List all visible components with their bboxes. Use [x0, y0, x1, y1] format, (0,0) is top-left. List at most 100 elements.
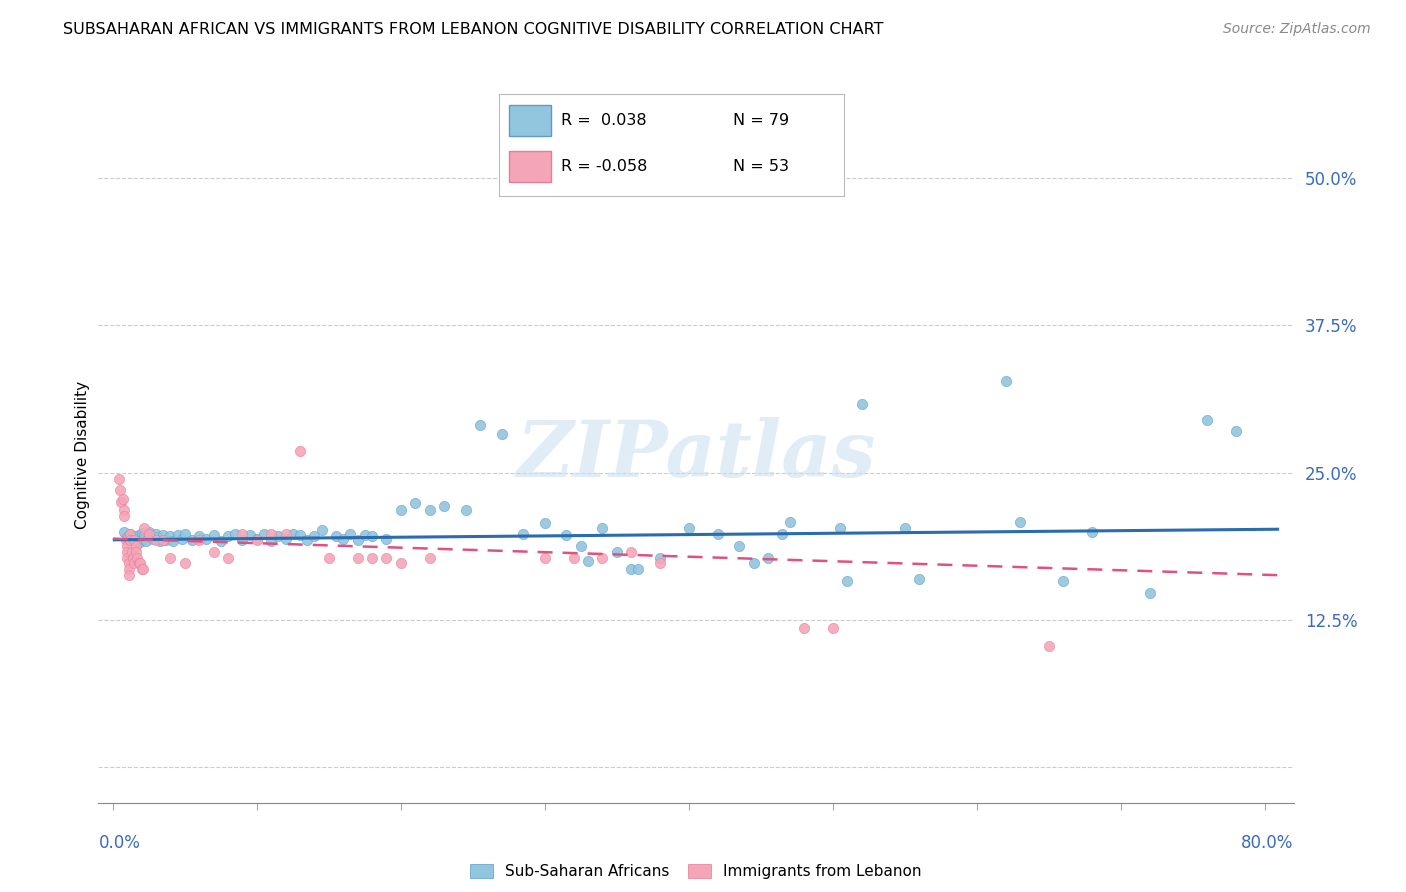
Point — [281, 527, 304, 541]
Point — [339, 527, 361, 541]
Point — [295, 533, 318, 547]
Point — [260, 527, 283, 541]
Point — [145, 533, 167, 547]
Point — [512, 527, 534, 541]
Point — [188, 533, 211, 547]
Point — [115, 539, 138, 553]
Point — [128, 528, 150, 542]
FancyBboxPatch shape — [509, 151, 551, 182]
Point — [419, 550, 441, 565]
Point — [209, 534, 232, 549]
Point — [260, 534, 283, 549]
Point — [162, 534, 184, 549]
Point — [419, 503, 441, 517]
Point — [346, 533, 368, 547]
Point — [128, 557, 150, 571]
Point — [267, 529, 290, 543]
Point — [131, 525, 153, 540]
Point — [468, 418, 491, 433]
Point — [742, 557, 765, 571]
Point — [433, 499, 456, 513]
Point — [195, 532, 218, 546]
Point — [131, 562, 153, 576]
Point — [108, 483, 131, 498]
Point — [1052, 574, 1074, 588]
Point — [112, 503, 135, 517]
Point — [120, 527, 142, 541]
Point — [112, 509, 135, 524]
Point — [125, 534, 148, 549]
Point — [779, 515, 801, 529]
Text: 0.0%: 0.0% — [98, 834, 141, 852]
Point — [135, 534, 157, 549]
Point — [120, 533, 142, 547]
Point — [591, 550, 613, 565]
Point — [142, 532, 165, 546]
Point — [533, 550, 555, 565]
Point — [202, 544, 225, 558]
Point — [246, 533, 269, 547]
Point — [145, 527, 167, 541]
Point — [620, 544, 643, 558]
Point — [138, 524, 160, 539]
Text: Source: ZipAtlas.com: Source: ZipAtlas.com — [1223, 22, 1371, 37]
Point — [837, 574, 859, 588]
Point — [124, 557, 146, 571]
Point — [155, 533, 177, 547]
Point — [389, 557, 412, 571]
Point — [246, 532, 269, 546]
Point — [166, 528, 188, 542]
Point — [132, 562, 155, 576]
Point — [533, 516, 555, 531]
Point — [756, 550, 779, 565]
Point — [375, 550, 398, 565]
Text: 80.0%: 80.0% — [1241, 834, 1294, 852]
Point — [793, 621, 815, 635]
Point — [325, 529, 347, 543]
Point — [134, 521, 156, 535]
Point — [288, 528, 311, 542]
Point — [146, 531, 169, 545]
Point — [678, 521, 700, 535]
Point — [389, 503, 412, 517]
Point — [620, 562, 643, 576]
Point — [132, 532, 155, 546]
Point — [274, 527, 297, 541]
Point — [1008, 515, 1031, 529]
Text: R = -0.058: R = -0.058 — [561, 159, 648, 174]
Point — [181, 533, 204, 547]
Point — [346, 550, 368, 565]
Point — [1225, 425, 1247, 439]
Point — [318, 550, 340, 565]
Point — [728, 539, 751, 553]
Point — [121, 533, 143, 547]
Point — [152, 528, 174, 542]
Point — [648, 557, 671, 571]
Point — [576, 554, 599, 568]
Point — [239, 528, 262, 542]
Point — [491, 426, 513, 441]
Point — [122, 550, 145, 565]
Point — [125, 544, 148, 558]
Text: N = 53: N = 53 — [734, 159, 789, 174]
Point — [231, 533, 253, 547]
Text: ZIPatlas: ZIPatlas — [516, 417, 876, 493]
Point — [353, 528, 375, 542]
Point — [648, 550, 671, 565]
Y-axis label: Cognitive Disability: Cognitive Disability — [75, 381, 90, 529]
Point — [1038, 639, 1060, 653]
Point — [159, 550, 181, 565]
Point — [120, 527, 142, 541]
Point — [125, 539, 148, 553]
FancyBboxPatch shape — [509, 105, 551, 136]
Point — [124, 533, 146, 547]
Point — [555, 528, 578, 542]
Point — [1197, 412, 1219, 426]
Point — [110, 495, 132, 509]
Point — [115, 550, 138, 565]
Point — [304, 529, 326, 543]
Point — [170, 532, 193, 546]
Point — [454, 503, 477, 517]
Text: R =  0.038: R = 0.038 — [561, 112, 647, 128]
Point — [224, 527, 246, 541]
